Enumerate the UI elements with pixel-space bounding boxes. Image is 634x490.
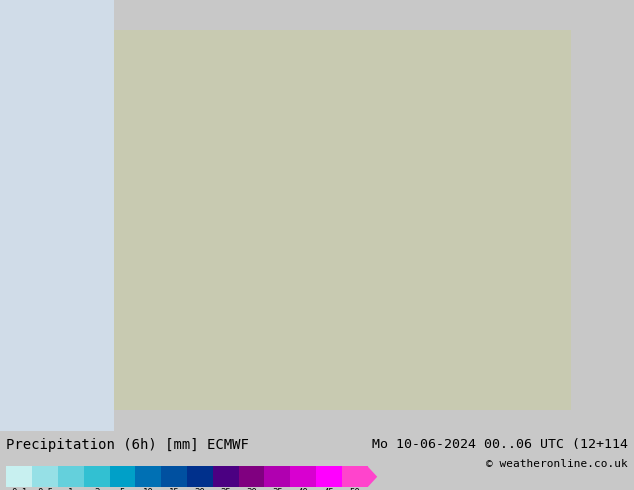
Bar	[95, 30, 571, 410]
Text: 0.5: 0.5	[37, 488, 53, 490]
Bar	[290, 466, 316, 487]
Text: Precipitation (6h) [mm] ECMWF: Precipitation (6h) [mm] ECMWF	[6, 438, 249, 452]
Bar	[136, 466, 161, 487]
Bar	[161, 466, 187, 487]
Text: 15: 15	[169, 488, 179, 490]
Bar	[6, 466, 32, 487]
Bar	[84, 466, 110, 487]
Text: 50: 50	[349, 488, 360, 490]
Bar	[58, 466, 84, 487]
Text: 35: 35	[272, 488, 283, 490]
Text: 25: 25	[221, 488, 231, 490]
Bar	[316, 466, 342, 487]
Polygon shape	[368, 466, 377, 487]
Bar	[264, 466, 290, 487]
Text: © weatheronline.co.uk: © weatheronline.co.uk	[486, 459, 628, 468]
Text: 0.1: 0.1	[11, 488, 27, 490]
Text: 10: 10	[143, 488, 153, 490]
Bar	[213, 466, 238, 487]
Text: 1: 1	[68, 488, 74, 490]
Text: Mo 10-06-2024 00..06 UTC (12+114: Mo 10-06-2024 00..06 UTC (12+114	[372, 438, 628, 451]
Text: 30: 30	[246, 488, 257, 490]
Bar	[342, 466, 368, 487]
Bar	[32, 466, 58, 487]
Bar	[187, 466, 213, 487]
Text: 40: 40	[298, 488, 309, 490]
Bar	[110, 466, 136, 487]
Text: 20: 20	[195, 488, 205, 490]
Bar	[0, 0, 114, 431]
Bar	[238, 466, 264, 487]
Text: 2: 2	[94, 488, 100, 490]
Text: 45: 45	[323, 488, 334, 490]
Text: 5: 5	[120, 488, 125, 490]
